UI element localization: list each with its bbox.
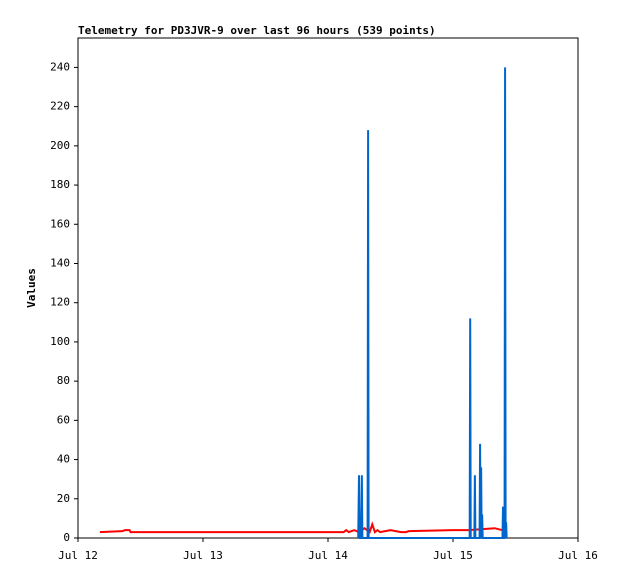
x-tick-label: Jul 15	[433, 549, 473, 562]
y-tick-label: 200	[50, 139, 70, 152]
y-tick-label: 220	[50, 100, 70, 113]
y-tick-label: 240	[50, 60, 70, 73]
y-tick-label: 160	[50, 217, 70, 230]
y-tick-label: 40	[57, 453, 70, 466]
y-tick-label: 180	[50, 178, 70, 191]
y-tick-label: 120	[50, 296, 70, 309]
x-tick-label: Jul 14	[308, 549, 348, 562]
y-tick-label: 60	[57, 413, 70, 426]
y-tick-label: 80	[57, 374, 70, 387]
x-tick-label: Jul 12	[58, 549, 98, 562]
y-tick-label: 140	[50, 256, 70, 269]
y-tick-label: 0	[63, 531, 70, 544]
y-tick-label: 100	[50, 335, 70, 348]
x-tick-label: Jul 13	[183, 549, 223, 562]
x-tick-label: Jul 16	[558, 549, 598, 562]
series-line	[99, 521, 503, 534]
chart-title: Telemetry for PD3JVR-9 over last 96 hour…	[78, 24, 436, 37]
y-tick-label: 20	[57, 492, 70, 505]
series-line	[357, 67, 508, 539]
y-axis-label: Values	[25, 268, 38, 308]
